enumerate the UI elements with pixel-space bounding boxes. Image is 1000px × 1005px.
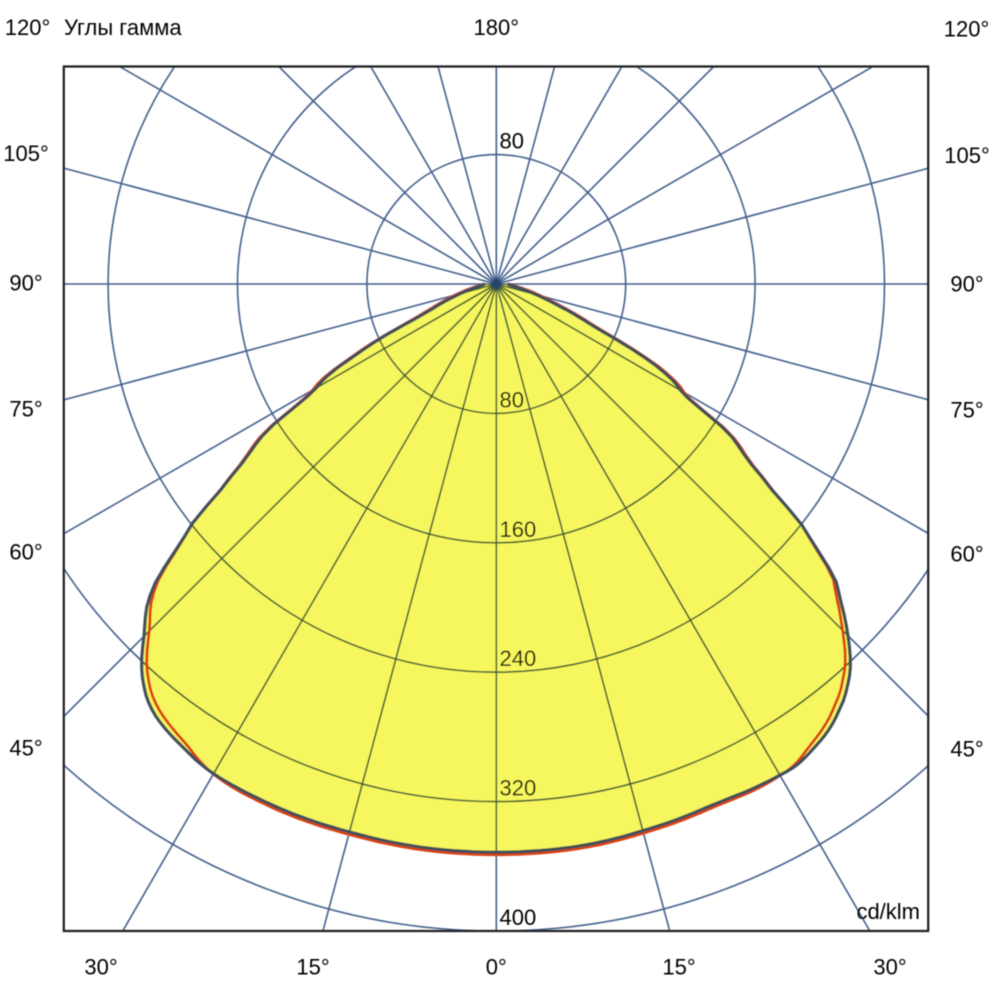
svg-text:15°: 15° [296,955,329,980]
svg-text:160: 160 [500,517,537,542]
svg-text:105°: 105° [944,143,990,168]
svg-text:0°: 0° [486,955,507,980]
svg-text:240: 240 [500,646,537,671]
svg-text:45°: 45° [9,736,42,761]
svg-text:90°: 90° [950,272,983,297]
svg-text:75°: 75° [950,398,983,423]
svg-text:120°: 120° [944,17,990,42]
svg-text:90°: 90° [9,271,42,296]
svg-text:400: 400 [500,905,537,930]
svg-text:45°: 45° [950,737,983,762]
svg-text:Углы гамма: Углы гамма [64,15,182,40]
svg-text:120°: 120° [5,15,51,40]
svg-text:30°: 30° [84,955,117,980]
svg-text:320: 320 [500,776,537,801]
svg-text:60°: 60° [9,540,42,565]
svg-text:15°: 15° [662,955,695,980]
svg-text:105°: 105° [3,141,49,166]
svg-text:30°: 30° [873,955,906,980]
svg-text:80: 80 [500,129,524,154]
svg-text:180°: 180° [474,15,520,40]
svg-text:75°: 75° [9,397,42,422]
svg-text:80: 80 [500,387,524,412]
svg-text:60°: 60° [950,542,983,567]
svg-text:cd/klm: cd/klm [856,899,920,924]
